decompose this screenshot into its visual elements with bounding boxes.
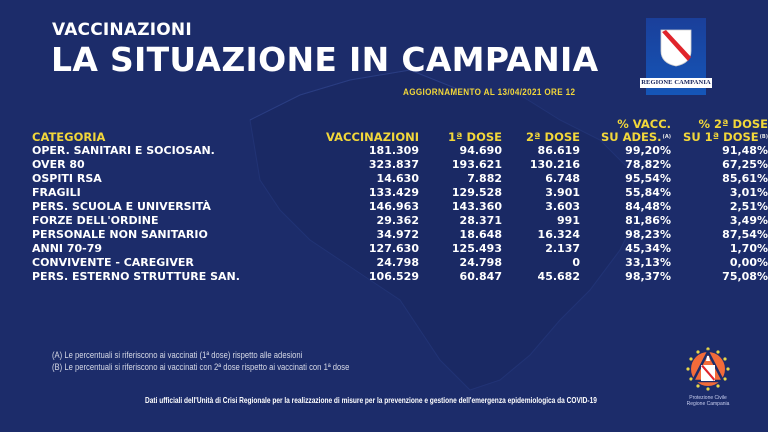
header-pct-vacc: % VACC. SU ADES.(A) (580, 118, 671, 144)
cell-vaccinazioni: 133.429 (368, 186, 419, 199)
cell-dose2: 45.682 (537, 270, 580, 283)
cell-pct-dose2: 75,08% (722, 270, 768, 283)
cell-categoria: FORZE DELL'ORDINE (32, 214, 159, 227)
cell-pct-vacc: 98,23% (625, 228, 671, 241)
cell-categoria: PERSONALE NON SANITARIO (32, 228, 208, 241)
cell-dose1: 28.371 (459, 214, 502, 227)
cell-dose1: 125.493 (451, 242, 502, 255)
regione-campania-logo: REGIONE CAMPANIA (640, 18, 712, 95)
header-pct-vacc-line2: SU ADES. (600, 130, 662, 144)
protezione-civile-emblem-icon (686, 347, 730, 391)
cell-categoria: OPER. SANITARI E SOCIOSAN. (32, 144, 215, 157)
header-pct-dose2: % 2ª DOSE SU 1ª DOSE(B) (671, 118, 768, 144)
table-row: OPER. SANITARI E SOCIOSAN. 181.309 94.69… (32, 144, 768, 158)
footnote-b: (B) Le percentuali si riferiscono ai vac… (52, 362, 350, 372)
table-header-row: CATEGORIA VACCINAZIONI 1ª DOSE 2ª DOSE %… (32, 118, 768, 144)
table-row: CONVIVENTE - CAREGIVER 24.798 24.798 0 3… (32, 256, 768, 270)
cell-dose1: 24.798 (459, 256, 502, 269)
cell-dose1: 143.360 (451, 200, 502, 213)
cell-pct-dose2: 0,00% (729, 256, 768, 269)
cell-vaccinazioni: 127.630 (368, 242, 419, 255)
cell-pct-vacc: 81,86% (625, 214, 671, 227)
cell-pct-vacc: 45,34% (625, 242, 671, 255)
cell-dose1: 193.621 (451, 158, 502, 171)
cell-vaccinazioni: 24.798 (376, 256, 419, 269)
cell-dose2: 0 (572, 256, 580, 269)
cell-dose1: 60.847 (459, 270, 502, 283)
cell-pct-vacc: 84,48% (625, 200, 671, 213)
header-dose1: 1ª DOSE (448, 130, 502, 144)
cell-pct-vacc: 98,37% (625, 270, 671, 283)
cell-pct-vacc: 99,20% (625, 144, 671, 157)
regione-label: REGIONE CAMPANIA (640, 78, 712, 88)
cell-pct-vacc: 78,82% (625, 158, 671, 171)
cell-pct-vacc: 95,54% (625, 172, 671, 185)
header-categoria: CATEGORIA (32, 130, 106, 144)
cell-dose2: 2.137 (545, 242, 580, 255)
header-vaccinazioni: VACCINAZIONI (326, 130, 419, 144)
protezione-label-line1: Protezione Civile (689, 395, 727, 401)
cell-dose2: 6.748 (545, 172, 580, 185)
cell-dose2: 130.216 (529, 158, 580, 171)
cell-pct-dose2: 2,51% (729, 200, 768, 213)
cell-pct-vacc: 33,13% (625, 256, 671, 269)
table-row: FORZE DELL'ORDINE 29.362 28.371 991 81,8… (32, 214, 768, 228)
update-timestamp: AGGIORNAMENTO AL 13/04/2021 ORE 12 (403, 87, 576, 97)
cell-dose2: 3.901 (545, 186, 580, 199)
page-subtitle: VACCINAZIONI (52, 20, 192, 40)
data-source-text: Dati ufficiali dell'Unità di Crisi Regio… (145, 396, 597, 405)
table-row: OVER 80 323.837 193.621 130.216 78,82% 6… (32, 158, 768, 172)
protezione-label-line2: Regione Campania (686, 401, 730, 407)
cell-vaccinazioni: 14.630 (376, 172, 419, 185)
table-row: OSPITI RSA 14.630 7.882 6.748 95,54% 85,… (32, 172, 768, 186)
regione-shield-icon (660, 29, 692, 67)
cell-vaccinazioni: 146.963 (368, 200, 419, 213)
cell-pct-dose2: 87,54% (722, 228, 768, 241)
cell-dose2: 16.324 (537, 228, 580, 241)
cell-vaccinazioni: 323.837 (368, 158, 419, 171)
cell-pct-dose2: 67,25% (722, 158, 768, 171)
footnotes: (A) Le percentuali si riferiscono ai vac… (52, 349, 349, 373)
protezione-civile-logo: Protezione Civile Regione Campania (676, 345, 740, 415)
page-title: LA SITUAZIONE IN CAMPANIA (51, 40, 599, 79)
cell-dose2: 991 (557, 214, 580, 227)
footnote-a: (A) Le percentuali si riferiscono ai vac… (52, 350, 303, 360)
header-dose2: 2ª DOSE (526, 130, 580, 144)
cell-vaccinazioni: 29.362 (376, 214, 419, 227)
cell-pct-dose2: 3,49% (729, 214, 768, 227)
header-pct-dose2-line1: % 2ª DOSE (698, 117, 768, 131)
cell-dose1: 94.690 (459, 144, 502, 157)
cell-dose1: 129.528 (451, 186, 502, 199)
cell-vaccinazioni: 181.309 (368, 144, 419, 157)
cell-categoria: FRAGILI (32, 186, 81, 199)
cell-categoria: OVER 80 (32, 158, 85, 171)
protezione-civile-label: Protezione Civile Regione Campania (676, 395, 740, 407)
cell-vaccinazioni: 106.529 (368, 270, 419, 283)
cell-pct-dose2: 91,48% (722, 144, 768, 157)
note-a-marker: (A) (662, 134, 671, 140)
cell-pct-vacc: 55,84% (625, 186, 671, 199)
cell-categoria: PERS. SCUOLA E UNIVERSITÀ (32, 200, 211, 213)
cell-dose1: 7.882 (467, 172, 502, 185)
cell-categoria: PERS. ESTERNO STRUTTURE SAN. (32, 270, 240, 283)
table-row: PERS. ESTERNO STRUTTURE SAN. 106.529 60.… (32, 270, 768, 284)
cell-dose2: 86.619 (537, 144, 580, 157)
vaccination-table: CATEGORIA VACCINAZIONI 1ª DOSE 2ª DOSE %… (32, 118, 768, 284)
cell-categoria: ANNI 70-79 (32, 242, 103, 255)
cell-vaccinazioni: 34.972 (376, 228, 419, 241)
table-row: PERS. SCUOLA E UNIVERSITÀ 146.963 143.36… (32, 200, 768, 214)
header-pct-vacc-line1: % VACC. (617, 117, 671, 131)
note-b-marker: (B) (759, 134, 768, 140)
cell-pct-dose2: 1,70% (729, 242, 768, 255)
cell-dose2: 3.603 (545, 200, 580, 213)
cell-pct-dose2: 3,01% (729, 186, 768, 199)
header-pct-dose2-line2: SU 1ª DOSE (683, 130, 759, 144)
table-row: PERSONALE NON SANITARIO 34.972 18.648 16… (32, 228, 768, 242)
cell-categoria: CONVIVENTE - CAREGIVER (32, 256, 194, 269)
table-row: FRAGILI 133.429 129.528 3.901 55,84% 3,0… (32, 186, 768, 200)
cell-categoria: OSPITI RSA (32, 172, 102, 185)
cell-dose1: 18.648 (459, 228, 502, 241)
table-row: ANNI 70-79 127.630 125.493 2.137 45,34% … (32, 242, 768, 256)
cell-pct-dose2: 85,61% (722, 172, 768, 185)
